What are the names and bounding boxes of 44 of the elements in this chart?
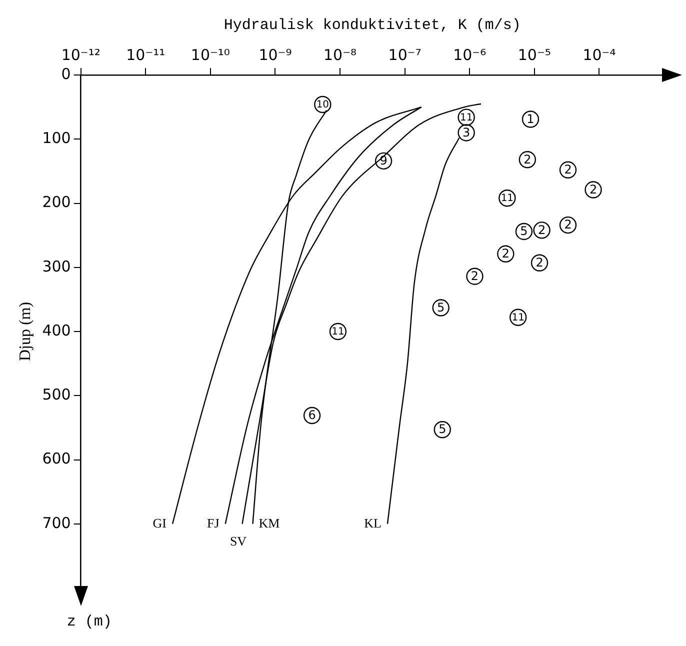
series-label: 5 — [520, 224, 528, 238]
series-label: 2 — [502, 246, 510, 261]
y-tick-label: 700 — [42, 514, 71, 532]
x-tick-label: 10⁻¹⁰ — [190, 46, 230, 64]
text: 2 — [589, 182, 598, 196]
x-axis-title: Hydraulisk konduktivitet, K (m/s) — [224, 16, 521, 34]
series-label: 1 — [526, 112, 534, 126]
y-tick-label: 200 — [42, 193, 71, 212]
x-tick-label: 10⁻¹¹ — [126, 46, 166, 64]
text: 11 — [460, 112, 473, 124]
x-tick-label: 10⁻⁹ — [258, 46, 292, 64]
text: 2 — [564, 162, 572, 177]
y-tick-label: 400 — [42, 321, 71, 340]
series-label: 11 — [500, 193, 514, 204]
y-tick-label: 600 — [42, 450, 71, 468]
x-tick-label: 10⁻⁵ — [518, 46, 551, 64]
x-tick-label: 10⁻¹² — [61, 46, 100, 64]
y-tick-label: 500 — [42, 386, 71, 404]
text: z (m) — [66, 613, 112, 630]
x-tick-label: 10⁻⁶ — [453, 46, 486, 64]
series-label: GI — [152, 515, 167, 530]
series-label: KL — [364, 515, 382, 530]
text: 11 — [332, 326, 344, 338]
series-label: 6 — [308, 408, 316, 422]
series-label: 3 — [462, 125, 470, 140]
text: 2 — [538, 222, 546, 237]
x-tick-label: 10⁻⁷ — [388, 46, 422, 64]
text: 5 — [438, 422, 446, 436]
text: 2 — [536, 256, 544, 270]
x-tick-label: 10⁻⁴ — [582, 46, 616, 64]
y-tick-label: 100 — [42, 129, 71, 148]
text: 11 — [512, 312, 524, 324]
text: 2 — [524, 152, 532, 166]
y-axis-title: Djup (m) — [16, 302, 34, 362]
y-tick-label: 300 — [42, 257, 71, 276]
series-label: 10 — [316, 100, 330, 111]
text: 2 — [470, 268, 479, 283]
series-label: SV — [230, 533, 248, 548]
x-tick-label: 10⁻⁸ — [324, 46, 357, 64]
text: 2 — [564, 218, 572, 232]
series-label: FJ — [207, 515, 220, 530]
text: 5 — [437, 300, 445, 314]
y-tick-label: 0 — [61, 64, 71, 83]
series-label: KM — [258, 515, 280, 530]
